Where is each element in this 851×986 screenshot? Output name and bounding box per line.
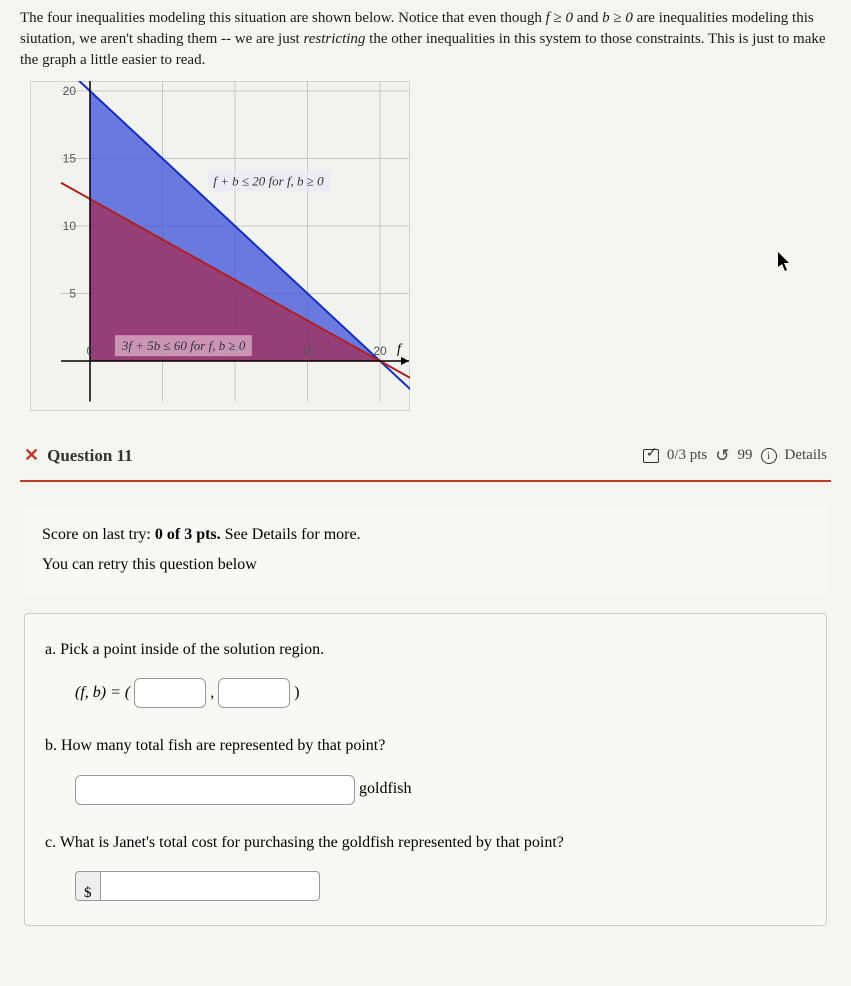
f-geq: f ≥ 0 (546, 10, 573, 26)
checkbox-icon (643, 449, 659, 463)
svg-text:20: 20 (373, 344, 387, 358)
question-number: Question 11 (47, 446, 133, 466)
part-c: c. What is Janet's total cost for purcha… (45, 825, 806, 903)
score-line2: You can retry this question below (42, 550, 809, 580)
incorrect-x-icon: ✕ (24, 445, 39, 466)
part-a: a. Pick a point inside of the solution r… (45, 632, 806, 710)
part-b-input-row: goldfish (75, 771, 806, 806)
part-a-input-row: (f, b) = ( , ) (75, 675, 806, 710)
svg-text:5: 5 (69, 287, 76, 301)
svg-text:10: 10 (63, 219, 77, 233)
svg-text:f + b ≤ 20 for f, b ≥ 0: f + b ≤ 20 for f, b ≥ 0 (213, 174, 324, 189)
question-meta: 0/3 pts ↺ 99 i Details (643, 446, 827, 466)
intro-part1: The four inequalities modeling this situ… (20, 10, 546, 26)
retry-icon: ↺ (715, 446, 729, 466)
part-c-prompt: c. What is Janet's total cost for purcha… (45, 825, 806, 860)
fb-lhs: (f, b) = ( (75, 684, 130, 701)
info-icon[interactable]: i (761, 448, 777, 464)
b-geq: b ≥ 0 (602, 10, 633, 26)
question-body: a. Pick a point inside of the solution r… (24, 613, 827, 926)
svg-text:15: 15 (63, 152, 77, 166)
question-header: ✕ Question 11 0/3 pts ↺ 99 i Details (20, 431, 831, 482)
mouse-cursor-icon (778, 252, 792, 272)
svg-text:0: 0 (87, 344, 94, 358)
intro-restricting: restricting (303, 31, 365, 47)
points-label: 0/3 pts (667, 447, 707, 464)
part-c-input-row: $ (75, 868, 806, 903)
comma: , (210, 684, 214, 701)
goldfish-unit: goldfish (359, 780, 411, 797)
part-b-prompt: b. How many total fish are represented b… (45, 728, 806, 763)
part-b: b. How many total fish are represented b… (45, 728, 806, 806)
score-line1: Score on last try: 0 of 3 pts. See Detai… (42, 520, 809, 550)
intro-text: The four inequalities modeling this situ… (20, 8, 831, 71)
svg-text:20: 20 (63, 84, 77, 98)
close-paren: ) (294, 684, 299, 701)
inequality-graph: 051015205101520bff + b ≤ 20 for f, b ≥ 0… (30, 81, 410, 411)
part-a-prompt: a. Pick a point inside of the solution r… (45, 632, 806, 667)
question-title-area: ✕ Question 11 (24, 445, 133, 466)
retries-label: 99 (738, 447, 753, 464)
score-box: Score on last try: 0 of 3 pts. See Detai… (24, 506, 827, 595)
page: The four inequalities modeling this situ… (0, 0, 851, 986)
cost-input[interactable] (100, 871, 320, 901)
intro-and: and (573, 10, 602, 26)
goldfish-input[interactable] (75, 775, 355, 805)
svg-text:15: 15 (301, 344, 315, 358)
b-input[interactable] (218, 678, 290, 708)
dollar-prefix: $ (75, 871, 100, 901)
details-link[interactable]: Details (785, 447, 828, 464)
f-input[interactable] (134, 678, 206, 708)
svg-text:3f + 5b ≤ 60 for f, b ≥ 0: 3f + 5b ≤ 60 for f, b ≥ 0 (121, 338, 246, 353)
graph-svg: 051015205101520bff + b ≤ 20 for f, b ≥ 0… (30, 81, 410, 411)
